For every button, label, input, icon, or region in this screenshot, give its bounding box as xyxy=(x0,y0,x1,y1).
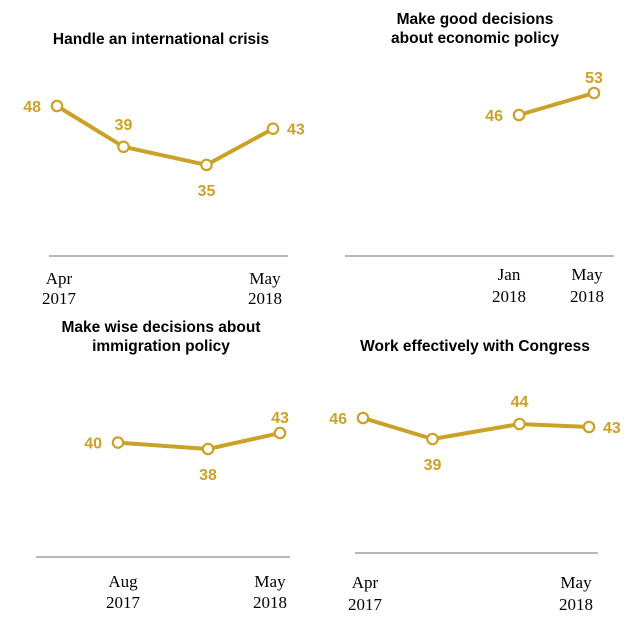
panel-title-line: Make good decisions xyxy=(397,11,554,28)
data-value-label: 39 xyxy=(424,457,442,474)
panel-2: Make good decisions about economic policy… xyxy=(345,11,614,306)
x-tick-label: 2017 xyxy=(106,593,141,612)
series-line xyxy=(361,416,591,441)
series-line xyxy=(55,104,275,167)
data-point-marker xyxy=(266,122,280,135)
data-value-label: 46 xyxy=(485,108,503,125)
data-point-marker xyxy=(356,411,370,425)
panel-4: Work effectively with Congress Apr 2017 May… xyxy=(329,338,621,614)
data-value-label: 44 xyxy=(511,394,529,411)
x-tick-label: Aug xyxy=(108,572,138,591)
x-tick-label: 2018 xyxy=(253,593,287,612)
x-tick-label: Apr xyxy=(46,269,73,288)
x-tick-label: 2017 xyxy=(348,595,383,614)
data-point-marker xyxy=(201,442,215,456)
data-value-label: 38 xyxy=(199,467,217,484)
x-tick-label: 2018 xyxy=(559,595,593,614)
data-point-marker xyxy=(513,417,526,431)
panel-title-line: immigration policy xyxy=(92,338,230,355)
panel-title-line: Make wise decisions about xyxy=(62,319,261,336)
data-value-label: 53 xyxy=(585,70,603,87)
data-value-label: 46 xyxy=(329,411,347,428)
data-point-marker xyxy=(117,140,130,154)
data-point-marker xyxy=(111,436,125,449)
data-point-marker xyxy=(582,420,596,434)
x-tick-label: Jan xyxy=(498,265,521,284)
data-value-label: 40 xyxy=(84,436,102,453)
panel-3: Make wise decisions about immigration pol… xyxy=(36,319,290,612)
data-point-marker xyxy=(512,108,526,122)
x-tick-label: May xyxy=(249,269,281,288)
x-tick-label: 2018 xyxy=(570,287,604,306)
data-point-marker xyxy=(587,86,601,100)
x-tick-label: May xyxy=(254,572,286,591)
data-value-label: 43 xyxy=(287,122,305,139)
data-value-label: 35 xyxy=(198,183,216,200)
x-tick-label: 2017 xyxy=(42,289,77,308)
series-line xyxy=(517,91,596,117)
x-tick-label: 2018 xyxy=(248,289,282,308)
series-line xyxy=(116,431,282,451)
data-value-label: 39 xyxy=(115,117,133,134)
data-point-marker xyxy=(273,426,287,440)
panel-title: Work effectively with Congress xyxy=(360,338,590,355)
data-point-marker xyxy=(426,432,439,446)
panel-title-line: about economic policy xyxy=(391,30,559,47)
data-point-marker xyxy=(50,99,64,113)
x-tick-label: Apr xyxy=(352,573,379,592)
x-tick-label: May xyxy=(560,573,592,592)
x-tick-label: 2018 xyxy=(492,287,526,306)
data-value-label: 43 xyxy=(603,420,621,437)
data-value-label: 43 xyxy=(271,410,289,427)
x-tick-label: May xyxy=(571,265,603,284)
panel-title: Handle an international crisis xyxy=(53,31,269,48)
data-point-marker xyxy=(200,158,213,172)
data-value-label: 48 xyxy=(23,99,41,116)
